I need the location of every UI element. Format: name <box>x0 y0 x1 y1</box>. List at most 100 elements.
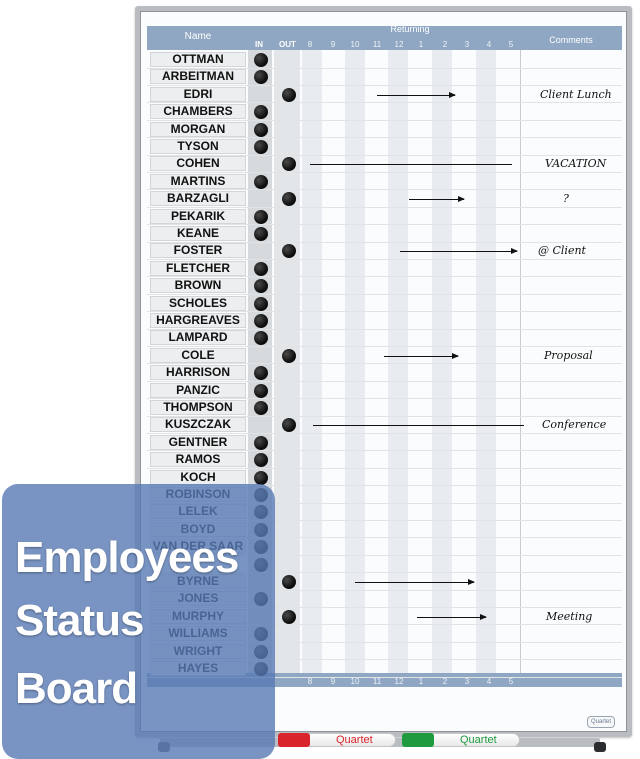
grid-stripe <box>388 50 408 673</box>
row-divider <box>147 119 622 121</box>
row-divider <box>147 572 622 574</box>
row-divider <box>147 380 622 382</box>
row-divider <box>147 67 622 69</box>
in-status-magnet[interactable] <box>254 209 268 224</box>
comments-column <box>520 50 623 673</box>
in-status-magnet[interactable] <box>254 401 268 415</box>
handwritten-comment: Conference <box>542 418 607 432</box>
out-status-magnet[interactable] <box>282 575 296 589</box>
in-status-magnet[interactable] <box>254 383 268 398</box>
employee-name: FOSTER <box>150 243 246 259</box>
out-status-magnet[interactable] <box>282 348 296 363</box>
employee-name: RAMOS <box>150 452 246 468</box>
row-divider <box>147 398 622 400</box>
header-in: IN <box>255 40 263 49</box>
in-status-magnet[interactable] <box>254 53 268 67</box>
return-time-arrow <box>310 164 512 166</box>
hour-label-top-1: 1 <box>418 40 424 49</box>
row-divider <box>147 641 622 643</box>
employee-name: SCHOLES <box>150 295 246 311</box>
handwritten-comment: ? <box>563 192 569 206</box>
row-divider <box>147 206 622 208</box>
hour-label-top-2: 2 <box>442 40 448 49</box>
in-status-magnet[interactable] <box>254 227 268 241</box>
hour-label-bottom-2: 2 <box>442 677 448 686</box>
header-comments: Comments <box>549 35 593 45</box>
grid-stripe <box>345 50 365 673</box>
row-divider <box>147 241 622 243</box>
arrow-head <box>511 248 518 255</box>
in-status-magnet[interactable] <box>254 279 268 294</box>
in-status-magnet[interactable] <box>254 453 268 468</box>
row-divider <box>147 363 622 365</box>
arrow-head <box>452 352 459 359</box>
out-status-magnet[interactable] <box>282 157 296 172</box>
row-divider <box>147 311 622 313</box>
quartet-badge: Quartet <box>587 716 615 728</box>
hour-label-bottom-10: 10 <box>350 677 360 686</box>
row-divider <box>147 519 622 521</box>
hour-label-bottom-4: 4 <box>486 677 492 686</box>
row-divider <box>147 102 622 104</box>
in-status-magnet[interactable] <box>254 314 268 328</box>
employee-name: ARBEITMAN <box>150 69 246 85</box>
row-divider <box>147 676 622 678</box>
return-time-arrow <box>417 613 487 620</box>
arrow-head <box>458 196 465 203</box>
in-status-magnet[interactable] <box>254 140 268 154</box>
out-status-magnet[interactable] <box>282 87 296 102</box>
row-divider <box>147 293 622 295</box>
in-status-magnet[interactable] <box>254 70 268 85</box>
hour-label-bottom-1: 1 <box>418 677 424 686</box>
green-marker-label: Quartet <box>460 734 497 746</box>
out-status-magnet[interactable] <box>282 609 296 624</box>
header-returning: Returning <box>390 24 430 34</box>
row-divider <box>147 415 622 417</box>
row-divider <box>147 137 622 139</box>
out-status-magnet[interactable] <box>282 192 296 207</box>
out-status-magnet[interactable] <box>282 418 296 433</box>
in-status-magnet[interactable] <box>254 261 268 276</box>
arrow-head <box>449 91 456 98</box>
in-status-magnet[interactable] <box>254 366 268 381</box>
row-divider <box>147 276 622 278</box>
row-divider <box>147 224 622 226</box>
return-time-arrow <box>384 352 459 359</box>
employee-name: OTTMAN <box>150 52 246 67</box>
employee-name: BARZAGLI <box>150 191 246 207</box>
employee-name: THOMPSON <box>150 400 246 415</box>
hour-label-top-5: 5 <box>508 40 514 49</box>
in-status-magnet[interactable] <box>254 435 268 450</box>
in-status-magnet[interactable] <box>254 296 268 311</box>
row-divider <box>147 537 622 539</box>
row-divider <box>147 554 622 556</box>
arrow-head <box>480 613 487 620</box>
out-status-magnet[interactable] <box>282 244 296 259</box>
return-time-arrow <box>409 196 465 203</box>
handwritten-comment: VACATION <box>545 157 607 171</box>
employee-name: KUSZCZAK <box>150 417 246 433</box>
hour-label-bottom-3: 3 <box>464 677 470 686</box>
employee-name: EDRI <box>150 86 246 102</box>
return-time-arrow <box>400 248 518 255</box>
red-marker-cap <box>278 733 310 747</box>
employee-name: CHAMBERS <box>150 104 246 120</box>
hour-label-top-9: 9 <box>330 40 336 49</box>
in-status-magnet[interactable] <box>254 470 268 485</box>
row-divider <box>147 84 622 86</box>
overlay-title-line-1: Employees <box>15 533 239 582</box>
hour-label-bottom-12: 12 <box>394 677 404 686</box>
return-time-arrow <box>355 579 475 585</box>
header-out: OUT <box>279 40 296 49</box>
handwritten-comment: @ Client <box>538 244 586 258</box>
in-status-magnet[interactable] <box>254 331 268 346</box>
employee-name: HARGREAVES <box>150 313 246 328</box>
hour-label-top-3: 3 <box>464 40 470 49</box>
employee-name: TYSON <box>150 139 246 154</box>
hour-label-top-11: 11 <box>372 40 382 49</box>
row-divider <box>147 432 622 434</box>
row-divider <box>147 450 622 452</box>
in-status-magnet[interactable] <box>254 122 268 137</box>
in-status-magnet[interactable] <box>254 174 268 189</box>
in-status-magnet[interactable] <box>254 105 268 120</box>
